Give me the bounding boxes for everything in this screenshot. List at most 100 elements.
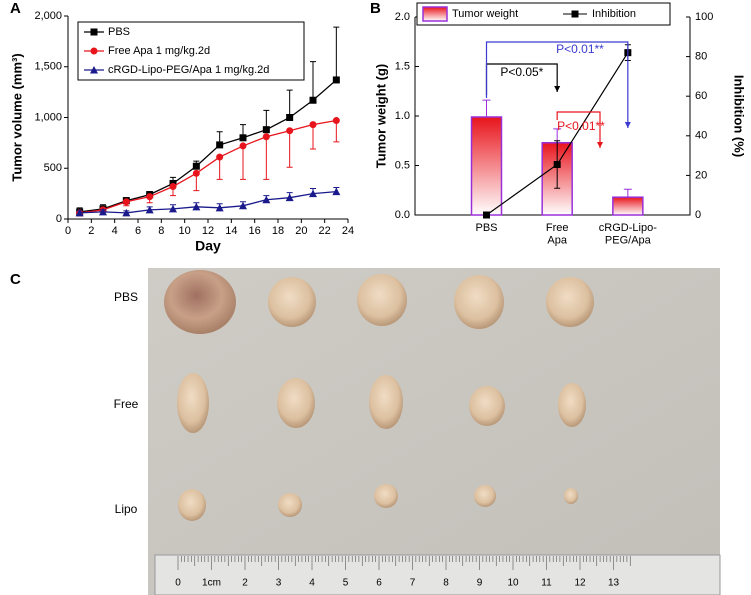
ruler-label: 12 [574, 578, 586, 589]
x-tick-label: 6 [135, 225, 141, 237]
marker [239, 201, 247, 210]
marker [192, 202, 201, 211]
legend-box [77, 21, 305, 81]
y2-tick-label: 80 [695, 51, 707, 63]
y-tick-label: 0.5 [395, 159, 410, 171]
x-tick-label: PBS [475, 222, 497, 234]
marker [169, 183, 177, 191]
error-bar [623, 188, 632, 198]
error-bar [310, 124, 316, 150]
marker [75, 208, 84, 217]
ruler-label: 0 [175, 578, 181, 589]
annotation: P<0.01** [557, 119, 605, 133]
marker [309, 121, 317, 129]
legend-label: Inhibition [592, 8, 636, 20]
x-tick-label: 18 [272, 225, 284, 237]
marker [332, 117, 340, 125]
marker [122, 198, 130, 206]
ruler-label: 13 [608, 578, 620, 589]
y2-axis-label: Inhibition (%) [732, 75, 747, 157]
x-tick-label: 20 [295, 225, 307, 237]
x-tick-label: 16 [249, 225, 261, 237]
marker [122, 208, 131, 217]
marker [262, 195, 271, 204]
panel-label: A [10, 0, 21, 17]
marker [309, 189, 317, 198]
y2-tick-label: 0 [695, 209, 701, 221]
x-tick-label: 22 [319, 225, 331, 237]
panel-label: B [370, 0, 381, 17]
y-tick-label: 2,000 [34, 10, 62, 22]
marker [146, 193, 154, 201]
error-bar [263, 136, 270, 180]
x-tick-label: 4 [112, 225, 118, 237]
arrow-head [554, 86, 561, 92]
bracket [556, 111, 601, 148]
marker [90, 47, 98, 55]
error-bar [240, 145, 246, 180]
marker [99, 207, 107, 216]
marker [145, 205, 154, 214]
ruler-label: 5 [343, 578, 349, 589]
legend-label: Free Apa 1 mg/kg.2d [108, 45, 210, 57]
ruler-label: 11 [541, 578, 552, 589]
marker [285, 193, 294, 202]
marker [169, 204, 177, 213]
marker [483, 211, 490, 219]
marker [286, 114, 294, 121]
y2-tick-label: 40 [695, 130, 707, 142]
legend-label: Tumor weight [452, 8, 518, 20]
marker [216, 141, 224, 149]
row-label: PBS [114, 290, 138, 304]
y2-tick-label: 20 [695, 169, 707, 181]
ruler-label: 9 [477, 578, 483, 589]
error-bar [333, 120, 340, 143]
series-line [79, 190, 337, 214]
marker [286, 127, 294, 135]
marker [262, 133, 270, 141]
x-tick-label: Free Apa [546, 222, 569, 247]
marker [571, 10, 579, 18]
y-tick-label: 1.5 [395, 60, 410, 72]
marker [239, 134, 247, 142]
marker [216, 153, 224, 161]
marker [215, 203, 224, 212]
marker [90, 28, 98, 36]
marker [332, 76, 340, 84]
x-tick-label: 24 [342, 225, 354, 237]
ruler-label: 4 [309, 578, 315, 589]
y2-tick-label: 100 [695, 11, 713, 23]
x-axis-label: Day [195, 238, 221, 254]
tumors [164, 270, 594, 521]
y-tick-label: 0 [56, 213, 62, 225]
legend-label: cRGD-Lipo-PEG/Apa 1 mg/kg.2d [108, 64, 269, 76]
y2-tick-label: 60 [695, 90, 707, 102]
annotation: P<0.01** [556, 42, 604, 56]
marker [192, 162, 200, 170]
x-tick-label: 14 [225, 225, 237, 237]
marker [553, 161, 561, 169]
ruler-label: 10 [507, 578, 519, 589]
bracket [485, 41, 629, 128]
ruler-label: 7 [410, 578, 416, 589]
ruler-label: 6 [376, 578, 382, 589]
ruler-label: 1cm [202, 578, 221, 589]
error-bar [286, 89, 293, 118]
error-bar [333, 26, 340, 80]
x-tick-label: 10 [179, 225, 191, 237]
marker [332, 187, 341, 196]
y-tick-label: 1,000 [34, 111, 62, 123]
legend-swatch [422, 6, 448, 22]
y-axis-label: Tumor volume (mm³) [9, 53, 24, 181]
ruler-label: 8 [443, 578, 449, 589]
bar [612, 196, 644, 216]
marker [239, 142, 247, 150]
error-bar [310, 61, 316, 101]
x-tick-label: 12 [202, 225, 214, 237]
y-tick-label: 500 [44, 162, 62, 174]
photo-background [148, 268, 720, 595]
ruler-label: 2 [242, 578, 248, 589]
x-tick-label: 0 [65, 225, 71, 237]
